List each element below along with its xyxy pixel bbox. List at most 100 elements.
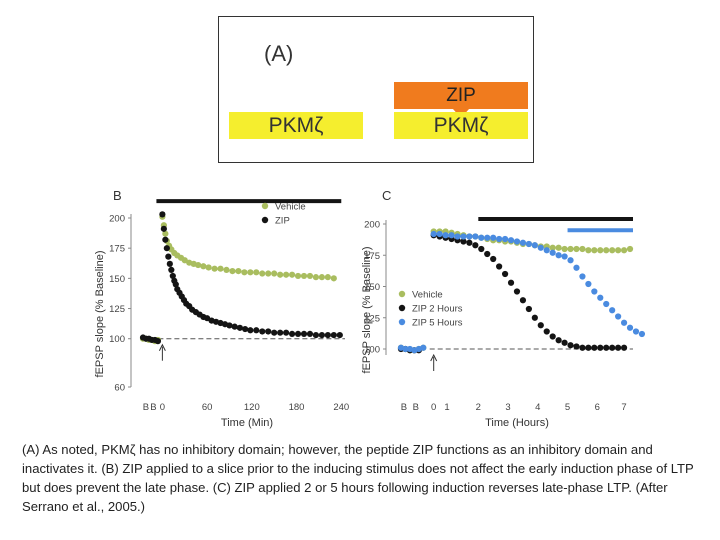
chart-b-point-zip: [165, 253, 172, 260]
chart-b-point-zip: [253, 327, 260, 334]
panel-a-diagram: (A) PKMζ ZIP PKMζ: [218, 16, 534, 163]
chart-c-x-tick-label: 0: [431, 402, 436, 413]
chart-c-point-zip5: [442, 232, 449, 239]
chart-b-point-zip: [306, 330, 314, 337]
chart-c-point-zip5: [573, 264, 580, 271]
chart-c-baseline: [429, 348, 633, 371]
chart-b-x-tick-label: 240: [333, 402, 349, 413]
chart-c-point-zip5: [567, 257, 574, 264]
chart-c-point-zip5: [448, 232, 455, 239]
chart-c-point-zip5: [632, 328, 640, 335]
chart-c-point-vehicle: [597, 247, 604, 254]
chart-c-x-tick-label: 6: [595, 402, 600, 413]
chart-c-y-tick-label: 200: [364, 220, 380, 231]
chart-c-axes: 100 125 150 175 200 B B 0 1 2 3 4 5 6 7: [364, 220, 627, 414]
chart-b-x-tick-label: 60: [202, 402, 213, 413]
chart-c-point-zip5: [472, 233, 479, 240]
chart-b-point-zip: [166, 260, 173, 267]
chart-c-point-vehicle: [549, 244, 556, 251]
chart-c-point-zip5: [466, 233, 473, 240]
chart-c-legend-marker: [398, 290, 406, 298]
chart-b-point-vehicle: [229, 268, 236, 275]
chart-b-point-zip: [265, 328, 272, 335]
chart-c-point-zip5: [484, 234, 491, 241]
chart-c-point-zip5: [513, 238, 521, 245]
chart-c-x-tick-label: 4: [535, 402, 540, 413]
chart-c-point-zip: [591, 344, 598, 351]
chart-c-point-zip5: [519, 239, 527, 246]
chart-c-legend-marker: [398, 304, 406, 312]
chart-c-point-zip: [579, 344, 586, 351]
chart-c-point-vehicle: [609, 247, 616, 254]
chart-c-point-zip: [501, 270, 509, 278]
chart-c-point-zip5: [420, 344, 427, 351]
chart-c-point-zip5: [609, 307, 616, 314]
pkmzeta-box-right: PKMζ: [394, 112, 528, 139]
chart-b-point-zip: [154, 338, 162, 345]
chart-c-y-tick-label: 125: [364, 313, 380, 324]
chart-b-axes: 60 100 125 150 175 200 B B 0 60 120 180 240: [109, 214, 349, 414]
chart-c-point-zip5: [537, 244, 544, 251]
chart-b-point-zip: [162, 236, 169, 243]
chart-b-point-zip: [247, 327, 254, 334]
chart-b-y-tick-label: 60: [114, 383, 125, 394]
chart-c-point-zip: [531, 314, 538, 321]
chart-b-xlabel: Time (Min): [221, 417, 273, 429]
chart-b-baseline: [158, 338, 345, 361]
chart-c-point-zip: [603, 344, 610, 351]
chart-b-point-vehicle: [277, 271, 284, 278]
chart-c-xlabel: Time (Hours): [485, 417, 549, 429]
chart-c-point-zip: [609, 344, 616, 351]
chart-b-point-vehicle: [211, 265, 218, 272]
chart-c-point-vehicle: [585, 247, 592, 254]
chart-c-legend-label: Vehicle: [412, 290, 443, 301]
chart-b-ylabel: fEPSP slope (% Baseline): [94, 251, 106, 378]
chart-c-point-zip5: [525, 240, 532, 248]
chart-c-point-zip5: [549, 249, 556, 256]
chart-c-point-zip5: [626, 324, 634, 331]
chart-c-point-zip5: [430, 230, 437, 238]
chart-c-points: [397, 228, 646, 354]
chart-c-point-zip5: [543, 247, 550, 254]
chart-b-x-tick-label: 180: [289, 402, 305, 413]
chart-c-point-zip: [472, 242, 479, 249]
chart-b-point-zip: [169, 272, 176, 280]
chart-b-legend-marker: [261, 216, 269, 224]
chart-c-x-tick-label: 3: [505, 402, 510, 413]
chart-c-point-zip: [615, 344, 622, 351]
panel-a-label: (A): [264, 41, 294, 66]
chart-c-point-zip5: [597, 294, 604, 301]
chart-b-y-tick-label: 150: [109, 274, 125, 285]
chart-c-y-tick-label: 100: [364, 345, 380, 356]
chart-b-x-tick-label: B: [150, 402, 156, 413]
chart-c-point-zip5: [436, 230, 443, 238]
chart-c-point-zip5: [490, 234, 497, 241]
chart-c-point-vehicle: [615, 247, 622, 254]
chart-b-point-zip: [236, 324, 244, 331]
chart-c-point-zip5: [555, 252, 562, 259]
chart-b-y-tick-label: 175: [109, 244, 125, 255]
chart-c-point-zip: [490, 255, 497, 263]
chart-c-x-tick-label: 2: [476, 402, 481, 413]
chart-c-point-zip: [620, 344, 628, 351]
chart-c-point-vehicle: [555, 244, 562, 251]
chart-b-point-vehicle: [288, 271, 296, 278]
chart-c-point-zip5: [620, 319, 628, 326]
chart-b-panel-label: B: [113, 188, 122, 203]
pkmzeta-box-left: PKMζ: [229, 112, 363, 139]
chart-c-point-zip: [519, 297, 527, 304]
chart-c-point-zip5: [561, 253, 568, 260]
chart-b-point-vehicle: [294, 272, 302, 280]
chart-c-ylabel: fEPSP slope (% Baseline): [361, 247, 373, 374]
chart-c-y-tick-label: 150: [364, 282, 380, 293]
chart-b-point-zip: [288, 330, 296, 337]
chart-b-stimulus-arrow-head: [158, 343, 166, 351]
chart-c-point-zip: [525, 305, 532, 313]
chart-b-point-vehicle: [324, 274, 331, 281]
chart-c-legend-label: ZIP 5 Hours: [412, 318, 463, 329]
chart-b-point-vehicle: [223, 266, 230, 274]
chart-c-legend-marker: [398, 318, 406, 326]
chart-b-point-vehicle: [318, 274, 325, 281]
chart-b-point-zip: [159, 211, 166, 218]
chart-b-point-vehicle: [312, 274, 320, 281]
